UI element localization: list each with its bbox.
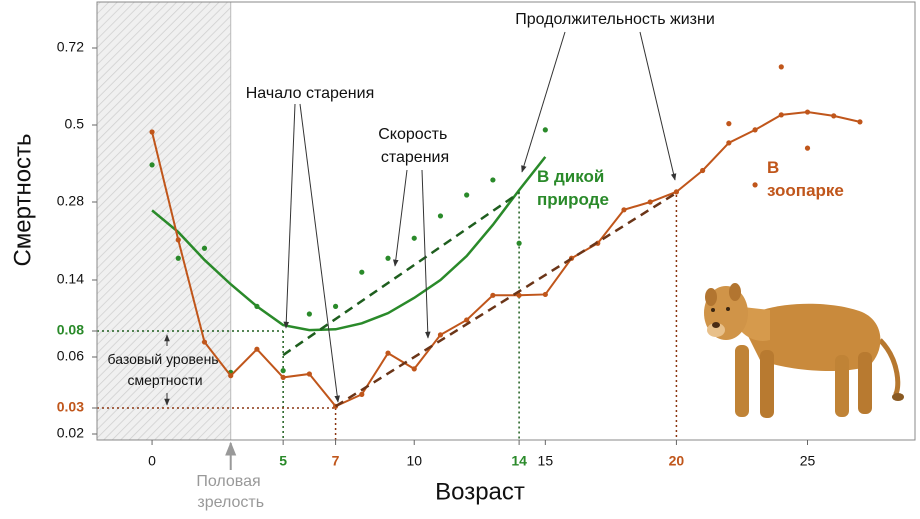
x-tick-label: 15 <box>538 453 554 469</box>
data-point <box>437 213 444 219</box>
series-line <box>151 156 547 332</box>
y-tick-label: 0.06 <box>57 348 84 364</box>
annotation: Начало старения <box>246 85 374 102</box>
data-point <box>175 255 181 261</box>
data-point <box>464 192 470 198</box>
y-tick-label: 0.03 <box>57 399 84 415</box>
data-point <box>804 109 811 115</box>
data-point <box>647 199 653 205</box>
data-point <box>516 240 522 246</box>
data-point <box>464 317 470 323</box>
y-tick-label: 0.14 <box>57 271 84 287</box>
data-point <box>385 350 391 356</box>
x-tick-label: 25 <box>800 453 816 469</box>
data-point <box>306 311 312 317</box>
data-point <box>201 339 208 345</box>
plot-area <box>97 2 863 440</box>
y-tick-label: 0.02 <box>57 425 84 441</box>
data-point <box>332 303 339 309</box>
data-point <box>726 121 732 127</box>
lion-illustration <box>704 283 904 418</box>
data-point <box>280 374 286 380</box>
x-tick-label: 14 <box>511 453 527 469</box>
annotation: базовый уровень смертности <box>108 351 223 388</box>
x-tick-label: 5 <box>279 453 287 469</box>
data-point <box>752 182 758 188</box>
data-point <box>542 127 548 133</box>
data-point <box>149 162 155 168</box>
y-tick-label: 0.28 <box>57 193 84 209</box>
data-point <box>673 189 680 195</box>
y-tick-label: 0.08 <box>57 322 84 338</box>
series-line <box>334 191 678 408</box>
data-point <box>201 245 208 251</box>
data-point <box>516 292 522 298</box>
annotation-arrows <box>164 31 677 406</box>
data-point <box>490 177 496 183</box>
data-point <box>254 346 260 352</box>
x-tick-label: 20 <box>669 453 685 469</box>
y-axis-label: Смертность <box>9 133 36 266</box>
y-tick-label: 0.5 <box>65 116 85 132</box>
data-point <box>542 291 548 298</box>
x-tick-label: 0 <box>148 453 156 469</box>
data-point <box>778 112 784 118</box>
data-point <box>490 292 496 298</box>
data-point <box>359 269 365 275</box>
data-point <box>857 119 863 125</box>
series-label: В дикой природе <box>537 167 609 209</box>
series-line <box>151 111 861 408</box>
annotation: Скорость старения <box>378 126 452 166</box>
data-point <box>175 237 181 243</box>
plot-frame <box>96 1 916 441</box>
x-tick-label: 10 <box>406 453 422 469</box>
annotation: Продолжительность жизни <box>515 11 715 28</box>
data-point <box>752 127 758 133</box>
data-point <box>228 373 234 379</box>
x-axis-label: Возраст <box>435 478 525 505</box>
data-point <box>385 255 391 261</box>
data-point <box>778 64 784 70</box>
data-point <box>621 207 627 213</box>
data-point <box>411 235 417 241</box>
data-point <box>411 366 417 372</box>
series-label: В зоопарке <box>767 158 844 200</box>
data-point <box>306 371 312 377</box>
data-point <box>149 129 155 135</box>
data-point <box>831 113 837 119</box>
data-point <box>437 332 444 338</box>
data-point <box>700 167 706 174</box>
data-point <box>359 391 365 397</box>
x-tick-label: 7 <box>332 453 340 469</box>
maturity-label: Половая зрелость <box>196 473 265 511</box>
data-point <box>804 145 811 151</box>
data-point <box>726 140 732 146</box>
data-point <box>280 368 286 374</box>
y-tick-label: 0.72 <box>57 39 84 55</box>
series-line <box>282 191 520 357</box>
